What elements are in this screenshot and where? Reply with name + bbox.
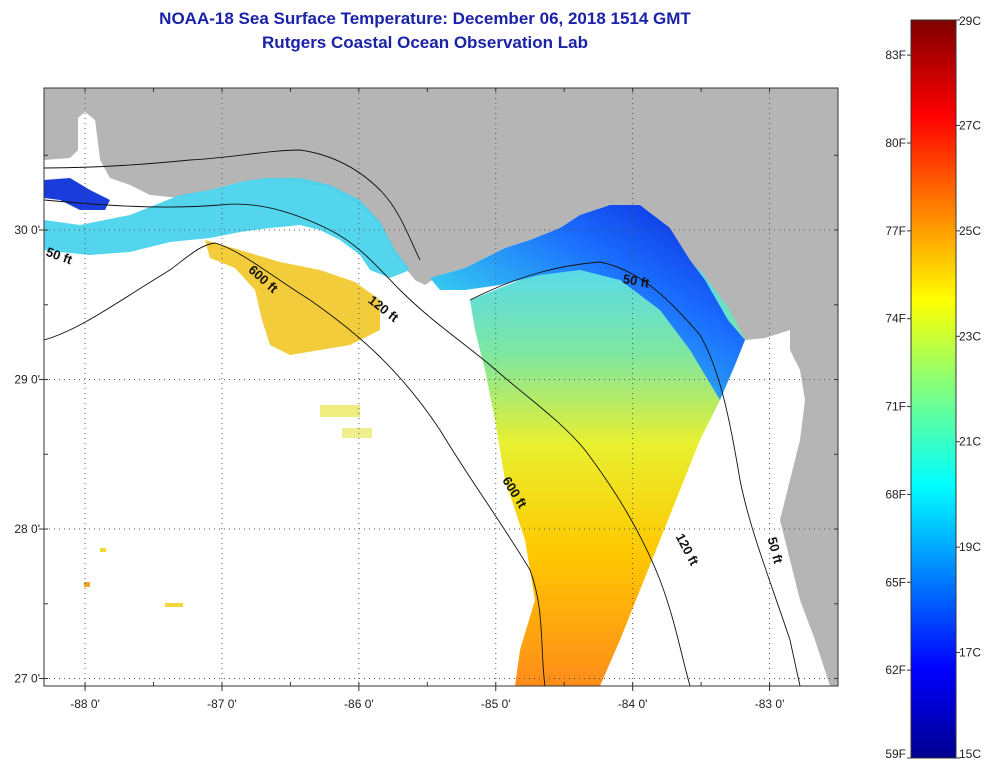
sst-coastal-cold-band bbox=[430, 205, 745, 400]
colorbar-celsius-label: 23C bbox=[959, 329, 981, 343]
colorbar-fahrenheit-label: 74F bbox=[885, 312, 906, 326]
lon-tick-label: -88 0' bbox=[70, 697, 100, 711]
sst-swath-main bbox=[470, 245, 745, 686]
colorbar-fahrenheit-label: 83F bbox=[885, 48, 906, 62]
colorbar-celsius-label: 27C bbox=[959, 118, 981, 132]
florida-peninsula bbox=[780, 330, 838, 686]
depth-contours bbox=[44, 149, 801, 686]
colorbar-fahrenheit-label: 59F bbox=[885, 747, 906, 761]
colorbar-celsius-label: 29C bbox=[959, 14, 981, 28]
depth-contour-label: 50 ft bbox=[765, 535, 787, 565]
lat-tick-label: 27 0' bbox=[14, 672, 40, 686]
colorbar-celsius-label: 21C bbox=[959, 435, 981, 449]
colorbar-celsius-label: 19C bbox=[959, 540, 981, 554]
colorbar-fahrenheit-label: 68F bbox=[885, 487, 906, 501]
lon-tick-label: -86 0' bbox=[344, 697, 374, 711]
map-title: NOAA-18 Sea Surface Temperature: Decembe… bbox=[159, 9, 691, 28]
map-subtitle: Rutgers Coastal Ocean Observation Lab bbox=[262, 33, 588, 52]
map-frame bbox=[43, 87, 839, 687]
colorbar bbox=[910, 19, 957, 759]
colorbar-fahrenheit-label: 77F bbox=[885, 224, 906, 238]
lat-tick-label: 30 0' bbox=[14, 223, 40, 237]
lon-tick-label: -85 0' bbox=[481, 697, 511, 711]
lat-tick-label: 28 0' bbox=[14, 522, 40, 536]
lat-tick-label: 29 0' bbox=[14, 373, 40, 387]
lon-tick-label: -87 0' bbox=[207, 697, 237, 711]
sst-cold-patch-nw bbox=[44, 178, 110, 210]
lon-tick-label: -83 0' bbox=[755, 697, 785, 711]
sst-warm-patch-west bbox=[205, 240, 380, 355]
land-mass bbox=[44, 88, 838, 340]
lon-tick-label: -84 0' bbox=[618, 697, 648, 711]
colorbar-fahrenheit-label: 65F bbox=[885, 575, 906, 589]
colorbar-celsius-label: 15C bbox=[959, 747, 981, 761]
sst-panhandle-band bbox=[44, 178, 410, 278]
colorbar-celsius-label: 17C bbox=[959, 646, 981, 660]
colorbar-fahrenheit-label: 71F bbox=[885, 400, 906, 414]
colorbar-fahrenheit-label: 62F bbox=[885, 663, 906, 677]
colorbar-fahrenheit-label: 80F bbox=[885, 136, 906, 150]
colorbar-celsius-label: 25C bbox=[959, 224, 981, 238]
depth-contour-label: 50 ft bbox=[622, 271, 652, 291]
